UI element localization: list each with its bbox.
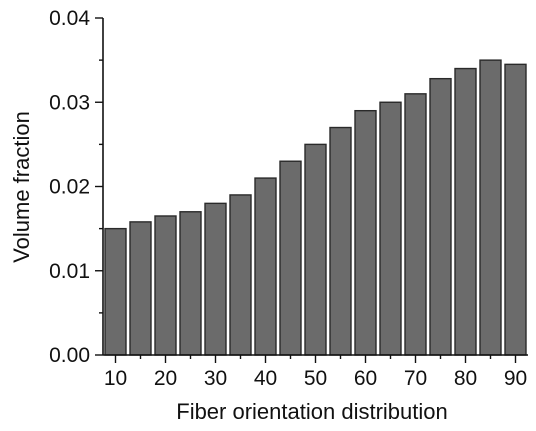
bar-55 — [329, 126, 352, 356]
tick-labels: 0.00 0.01 0.02 0.03 0.04 10 20 30 40 50 60 70 80 90 — [49, 7, 527, 390]
y-tick-label: 0.00 — [49, 344, 90, 367]
bar-90 — [504, 63, 527, 356]
bar-group — [104, 59, 527, 356]
axes — [95, 17, 528, 363]
x-tick-label: 10 — [104, 367, 127, 390]
bar-15 — [129, 221, 152, 356]
x-tick-label: 70 — [404, 367, 427, 390]
bar-45 — [279, 160, 302, 356]
bar-30 — [204, 202, 227, 356]
bar-80 — [454, 67, 477, 356]
x-axis-label: Fiber orientation distribution — [176, 399, 447, 424]
y-tick-label: 0.03 — [49, 91, 90, 114]
bar-65 — [379, 101, 402, 356]
x-tick-label: 90 — [504, 367, 527, 390]
x-tick-label: 60 — [354, 367, 377, 390]
bar-35 — [229, 194, 252, 356]
bar-20 — [154, 215, 177, 356]
y-tick-label: 0.01 — [49, 260, 90, 283]
bar-40 — [254, 177, 277, 356]
bar-25 — [179, 211, 202, 356]
x-tick-label: 20 — [154, 367, 177, 390]
bar-10 — [104, 227, 127, 356]
x-tick-label: 80 — [454, 367, 477, 390]
bar-60 — [354, 109, 377, 356]
bar-70 — [404, 93, 427, 356]
y-axis-label: Volume fraction — [9, 111, 34, 263]
bar-75 — [429, 77, 452, 356]
bar-50 — [304, 143, 327, 356]
x-tick-label: 50 — [304, 367, 327, 390]
x-tick-label: 30 — [204, 367, 227, 390]
y-tick-label: 0.04 — [49, 7, 90, 30]
bar-85 — [479, 59, 502, 356]
y-tick-label: 0.02 — [49, 176, 90, 199]
x-tick-label: 40 — [254, 367, 277, 390]
